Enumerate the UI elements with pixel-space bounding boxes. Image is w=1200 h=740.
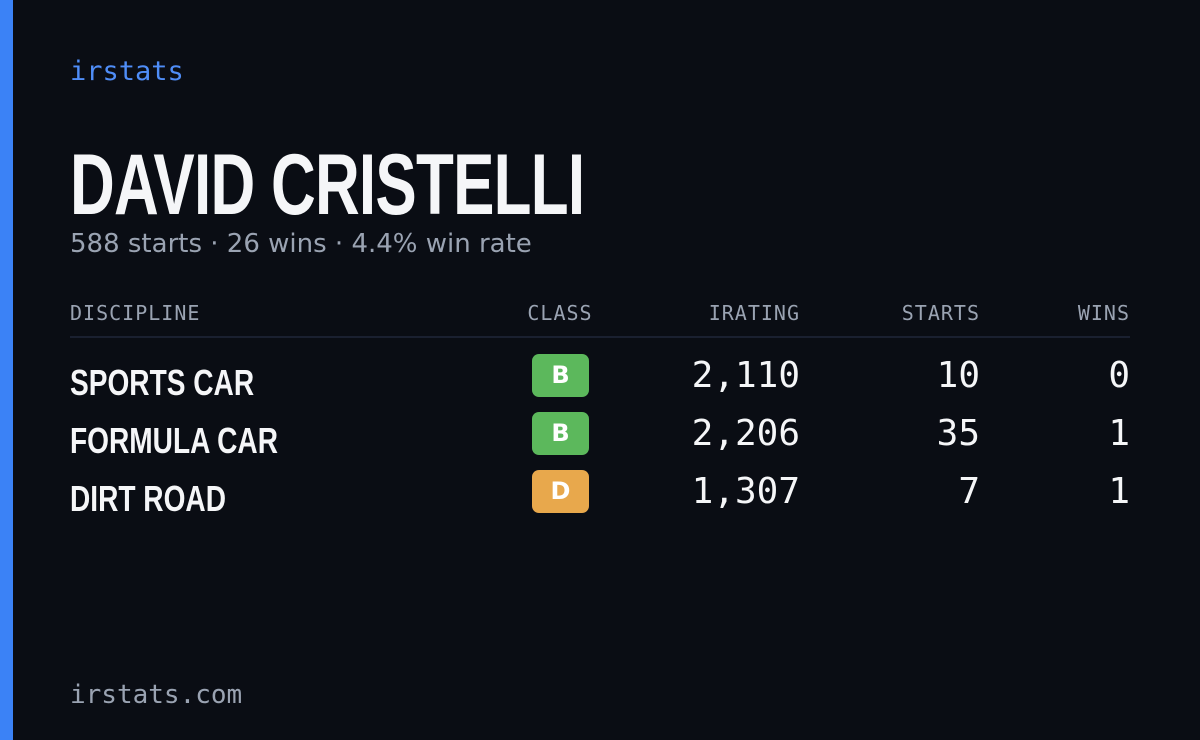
irating: 1,307 [691, 471, 800, 512]
irating: 2,206 [691, 413, 800, 454]
wins: 0 [1108, 355, 1130, 396]
class-badge: B [532, 412, 589, 455]
discipline: FORMULA CAR [70, 420, 278, 461]
footer: irstats.com [70, 680, 243, 710]
wins: 1 [1108, 413, 1130, 454]
column-header: STARTS [901, 301, 980, 325]
starts: 35 [936, 413, 980, 454]
class-badge: B [532, 354, 589, 397]
header-rule [70, 336, 1130, 338]
column-header: CLASS [527, 301, 593, 325]
subtitle: 588 starts · 26 wins · 4.4% win rate [70, 229, 532, 259]
column-header: IRATING [708, 301, 800, 325]
starts: 10 [936, 355, 980, 396]
irating: 2,110 [691, 355, 800, 396]
column-header: DISCIPLINE [70, 301, 201, 325]
discipline: SPORTS CAR [70, 362, 255, 403]
brand: irstats [70, 56, 184, 87]
class-badge: D [532, 470, 589, 513]
wins: 1 [1108, 471, 1130, 512]
column-header: WINS [1077, 301, 1130, 325]
title: DAVID CRISTELLI [70, 137, 585, 233]
discipline: DIRT ROAD [70, 478, 226, 519]
starts: 7 [958, 471, 980, 512]
accent-bar [0, 0, 13, 740]
